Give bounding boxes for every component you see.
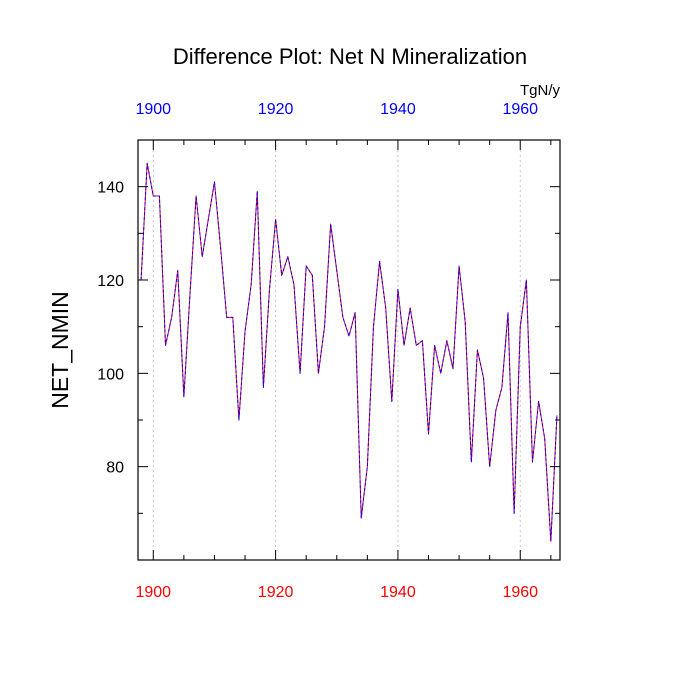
x-tick-label-bottom: 1960 xyxy=(502,584,538,601)
x-tick-label-top: 1920 xyxy=(258,101,294,118)
x-tick-label-bottom: 1900 xyxy=(135,584,171,601)
series-blue-line xyxy=(140,162,558,542)
y-axis-label: NET_NMIN xyxy=(47,291,73,409)
series-red-line xyxy=(140,162,558,542)
plot-frame xyxy=(137,139,561,561)
x-tick-label-top: 1940 xyxy=(380,101,416,118)
data-series xyxy=(140,162,558,542)
y-tick-label: 120 xyxy=(97,273,124,290)
y-tick-label: 140 xyxy=(97,180,124,197)
x-tick-label-bottom: 1920 xyxy=(258,584,294,601)
axis-ticks xyxy=(138,139,560,560)
x-tick-label-bottom: 1940 xyxy=(380,584,416,601)
units-label: TgN/y xyxy=(520,82,561,99)
y-tick-label: 80 xyxy=(106,460,124,477)
chart-title: Difference Plot: Net N Mineralization xyxy=(173,44,527,69)
x-tick-label-top: 1900 xyxy=(135,101,171,118)
x-tick-label-top: 1960 xyxy=(502,101,538,118)
grid-lines xyxy=(152,140,521,560)
y-tick-label: 100 xyxy=(97,366,124,383)
axis-tick-labels: 1900 1900 1920 1920 1940 1940 1960 1960 80 100 120… xyxy=(97,101,538,601)
